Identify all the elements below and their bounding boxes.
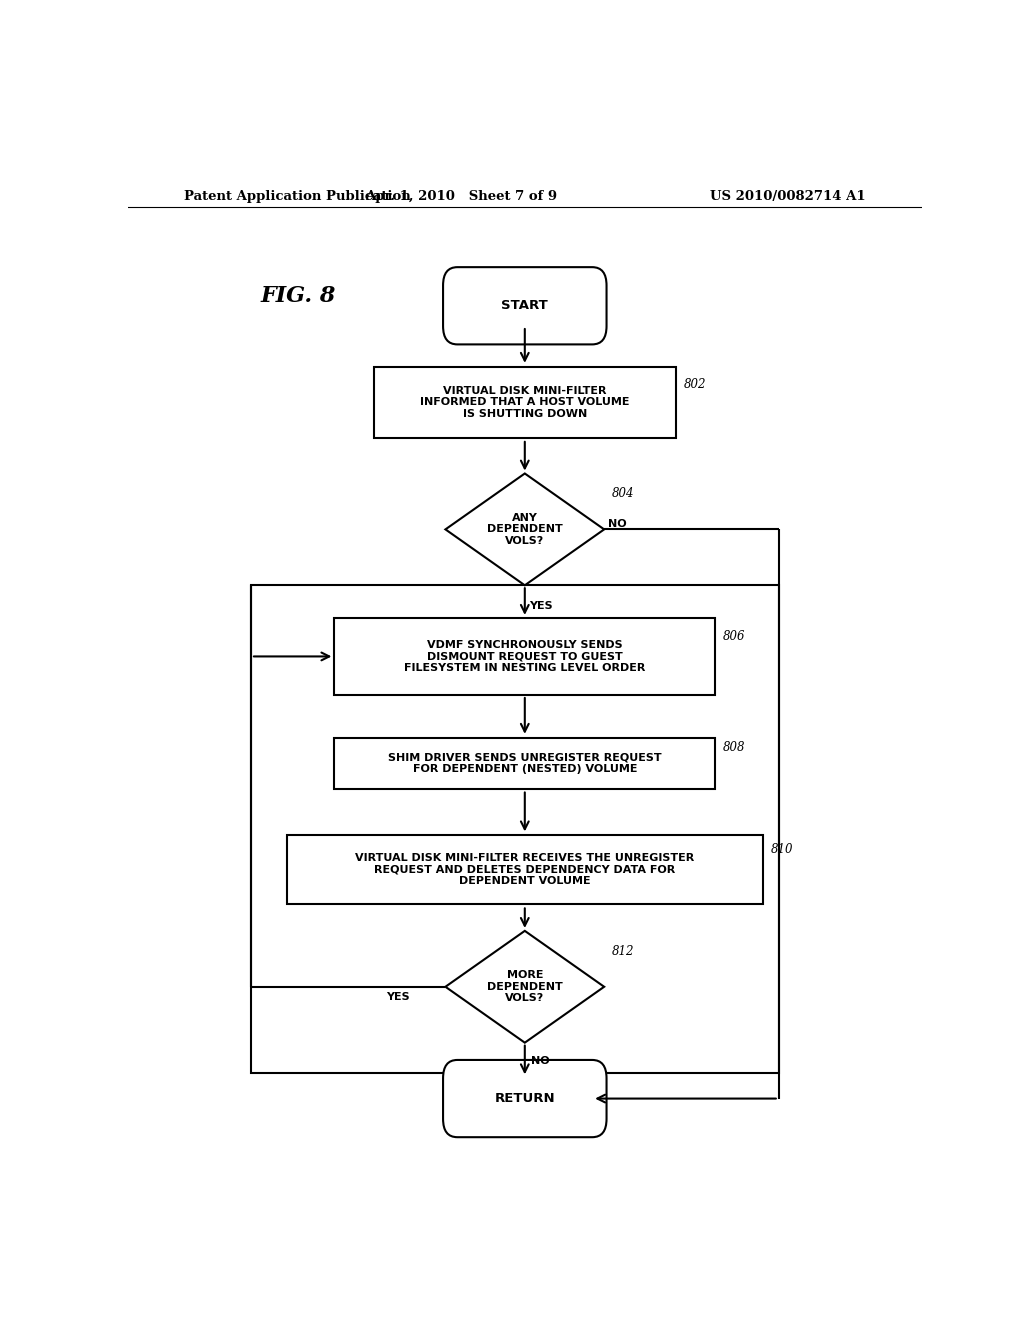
Text: 804: 804 [612,487,635,500]
Polygon shape [445,931,604,1043]
Text: VIRTUAL DISK MINI-FILTER RECEIVES THE UNREGISTER
REQUEST AND DELETES DEPENDENCY : VIRTUAL DISK MINI-FILTER RECEIVES THE UN… [355,853,694,887]
FancyBboxPatch shape [443,267,606,345]
Text: YES: YES [386,991,410,1002]
FancyBboxPatch shape [443,1060,606,1138]
Text: VIRTUAL DISK MINI-FILTER
INFORMED THAT A HOST VOLUME
IS SHUTTING DOWN: VIRTUAL DISK MINI-FILTER INFORMED THAT A… [420,385,630,418]
Text: 810: 810 [771,843,794,857]
Text: NO: NO [608,519,627,529]
Bar [374,367,676,438]
Text: 808: 808 [723,742,745,755]
Bar [251,585,778,1073]
Text: Apr. 1, 2010   Sheet 7 of 9: Apr. 1, 2010 Sheet 7 of 9 [366,190,557,202]
Text: 812: 812 [612,945,635,958]
Text: US 2010/0082714 A1: US 2010/0082714 A1 [711,190,866,202]
Text: FIG. 8: FIG. 8 [261,285,336,306]
Bar [287,836,763,904]
Text: VDMF SYNCHRONOUSLY SENDS
DISMOUNT REQUEST TO GUEST
FILESYSTEM IN NESTING LEVEL O: VDMF SYNCHRONOUSLY SENDS DISMOUNT REQUES… [404,640,645,673]
Text: NO: NO [531,1056,550,1067]
Text: SHIM DRIVER SENDS UNREGISTER REQUEST
FOR DEPENDENT (NESTED) VOLUME: SHIM DRIVER SENDS UNREGISTER REQUEST FOR… [388,752,662,774]
Text: ANY
DEPENDENT
VOLS?: ANY DEPENDENT VOLS? [487,512,562,546]
Bar [334,618,715,694]
Text: START: START [502,300,548,313]
Text: 802: 802 [684,378,706,391]
Bar [334,738,715,788]
Text: RETURN: RETURN [495,1092,555,1105]
Text: 806: 806 [723,630,745,643]
Text: Patent Application Publication: Patent Application Publication [183,190,411,202]
Text: MORE
DEPENDENT
VOLS?: MORE DEPENDENT VOLS? [487,970,562,1003]
Polygon shape [445,474,604,585]
Text: YES: YES [528,601,552,611]
